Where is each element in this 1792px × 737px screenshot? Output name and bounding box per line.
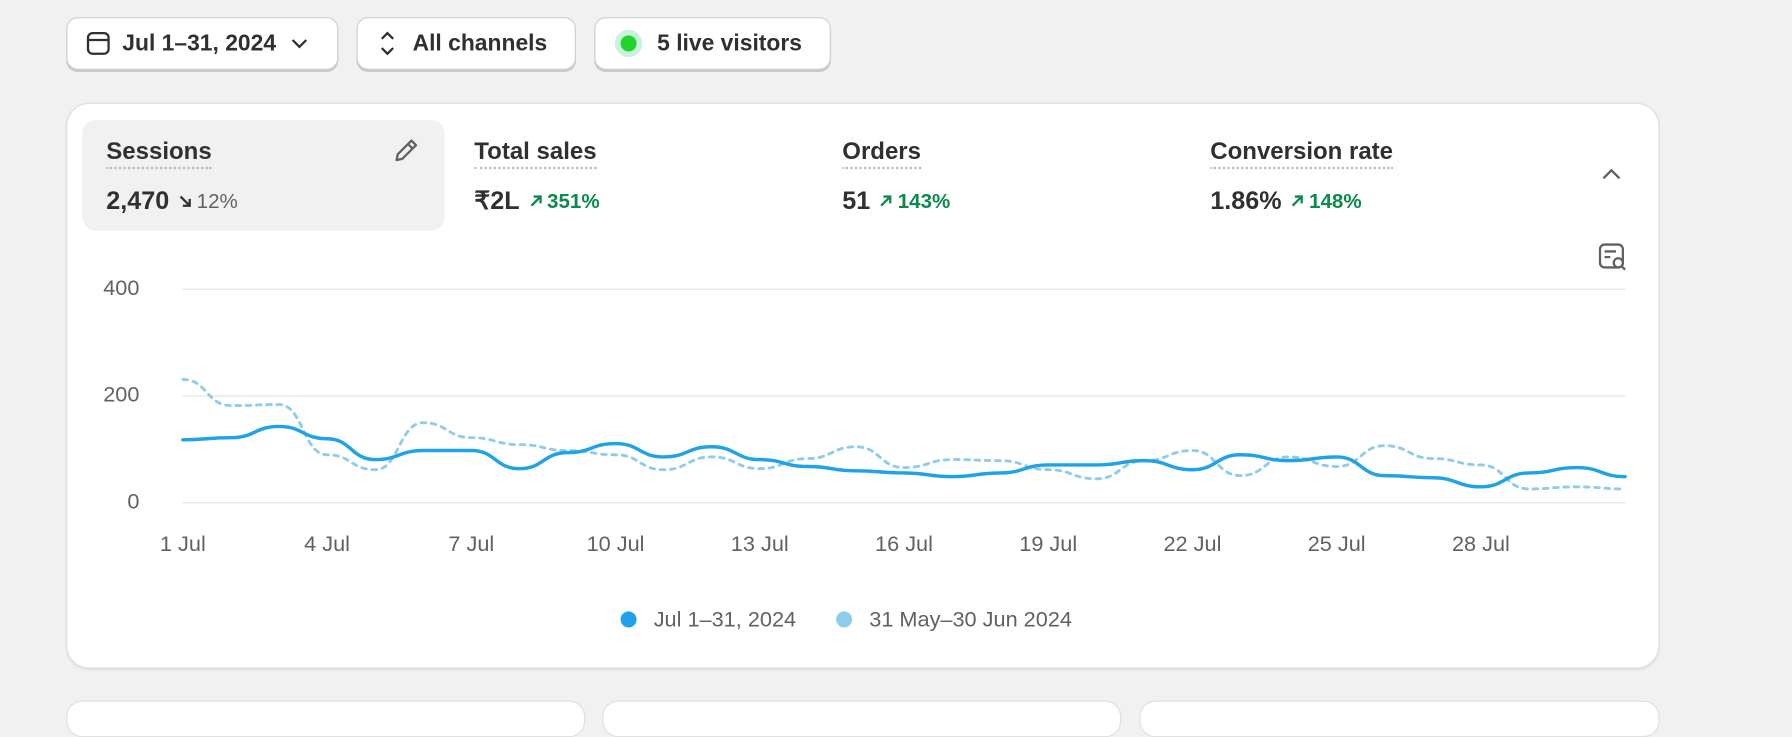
edit-icon[interactable] bbox=[391, 136, 421, 166]
collapse-button[interactable] bbox=[1598, 161, 1625, 188]
metric-change: 12% bbox=[196, 189, 238, 212]
chevron-down bbox=[291, 39, 307, 49]
metric-value: 2,470 bbox=[106, 186, 170, 215]
metric-label: Total sales bbox=[474, 138, 597, 170]
metric-tab[interactable]: Sessions 2,470 12% bbox=[82, 119, 445, 231]
trend-up-icon bbox=[1292, 195, 1304, 207]
metric-change: 148% bbox=[1309, 189, 1362, 212]
channel-picker[interactable]: All channels bbox=[356, 17, 576, 70]
trend-down-icon bbox=[179, 195, 191, 207]
calendar-icon bbox=[86, 31, 110, 55]
date-range: Jul 1–31, 2024 bbox=[122, 30, 277, 56]
metric-tab[interactable]: Orders 51 143% bbox=[818, 120, 1161, 231]
metric-value: ₹2L bbox=[474, 186, 520, 215]
metric-label: Conversion rate bbox=[1210, 138, 1394, 170]
metric-label: Orders bbox=[842, 138, 921, 170]
trend-up-icon bbox=[880, 195, 892, 207]
live-visitors[interactable]: 5 live visitors bbox=[594, 17, 831, 70]
metric-change: 351% bbox=[547, 189, 600, 212]
metric-label: Sessions bbox=[106, 138, 212, 170]
trend-up-icon bbox=[530, 195, 542, 207]
card bbox=[602, 700, 1122, 737]
metric-change: 143% bbox=[897, 189, 951, 212]
metric-tab[interactable]: Total sales ₹2L 351% bbox=[450, 120, 793, 231]
insights-button[interactable] bbox=[1597, 241, 1629, 273]
channels: All channels bbox=[412, 30, 548, 56]
metric-tab[interactable]: Conversion rate 1.86% 148% bbox=[1186, 120, 1529, 231]
live-dot bbox=[614, 29, 643, 58]
dashboard: Jul 1–31, 2024 All channels 5 live visit… bbox=[66, 17, 1660, 737]
live-visitors-text: 5 live visitors bbox=[657, 30, 802, 56]
metric-value: 1.86% bbox=[1210, 186, 1282, 215]
date-picker[interactable]: Jul 1–31, 2024 bbox=[66, 17, 339, 70]
card bbox=[66, 700, 586, 737]
card bbox=[1139, 700, 1660, 737]
metric-value: 51 bbox=[842, 186, 871, 215]
page: {"toolbar":{"date_range":"Jul 1–31, 2024… bbox=[66, 17, 1660, 737]
selector-icon bbox=[380, 31, 394, 56]
